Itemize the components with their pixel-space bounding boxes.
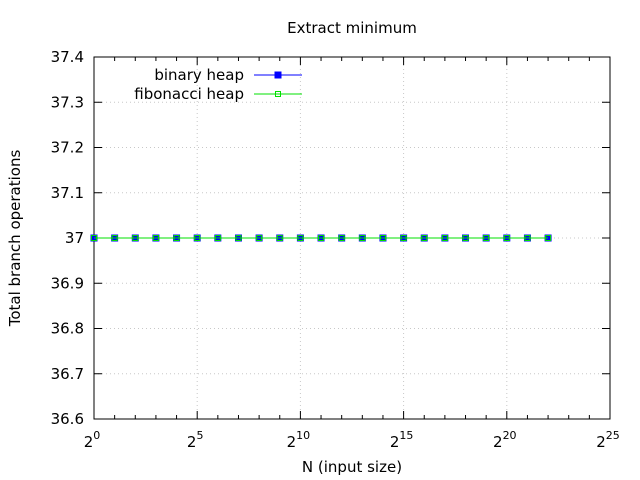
data-point-fibonacci-heap bbox=[545, 235, 552, 241]
x-tick-labels: 20 25 210 215 220 225 bbox=[84, 429, 620, 451]
data-point-fibonacci-heap bbox=[318, 235, 325, 241]
y-tick-label: 36.7 bbox=[51, 365, 84, 383]
data-point-fibonacci-heap bbox=[297, 235, 304, 241]
data-point-fibonacci-heap bbox=[462, 235, 469, 241]
data-point-fibonacci-heap bbox=[483, 235, 490, 241]
x-tick-label: 210 bbox=[287, 429, 311, 451]
data-point-fibonacci-heap bbox=[152, 235, 159, 241]
x-tick-label: 225 bbox=[596, 429, 620, 451]
x-tick-label: 25 bbox=[187, 429, 204, 451]
data-point-fibonacci-heap bbox=[214, 235, 221, 241]
x-tick-label: 20 bbox=[84, 429, 101, 451]
data-point-fibonacci-heap bbox=[173, 235, 180, 241]
data-point-fibonacci-heap bbox=[256, 235, 263, 241]
y-axis-title: Total branch operations bbox=[6, 150, 24, 328]
chart-title: Extract minimum bbox=[287, 19, 417, 37]
y-tick-label: 36.6 bbox=[51, 410, 84, 428]
y-tick-label: 36.8 bbox=[51, 320, 84, 338]
series bbox=[90, 234, 552, 242]
legend-swatch-marker-fibonacci-heap bbox=[275, 91, 281, 97]
data-point-fibonacci-heap bbox=[503, 235, 510, 241]
legend-label-fibonacci-heap: fibonacci heap bbox=[134, 85, 244, 103]
data-point-fibonacci-heap bbox=[132, 235, 139, 241]
data-point-fibonacci-heap bbox=[379, 235, 386, 241]
data-point-fibonacci-heap bbox=[524, 235, 531, 241]
data-point-fibonacci-heap bbox=[276, 235, 283, 241]
y-tick-label: 37 bbox=[65, 229, 84, 247]
data-point-fibonacci-heap bbox=[235, 235, 242, 241]
data-point-fibonacci-heap bbox=[359, 235, 366, 241]
x-axis-title: N (input size) bbox=[302, 458, 402, 476]
y-tick-label: 37.3 bbox=[51, 93, 84, 111]
data-point-fibonacci-heap bbox=[441, 235, 448, 241]
y-tick-label: 37.4 bbox=[51, 48, 84, 66]
y-tick-labels: 36.6 36.7 36.8 36.9 37 37.1 37.2 37.3 37.4 bbox=[51, 48, 84, 428]
data-point-fibonacci-heap bbox=[338, 235, 345, 241]
legend-label-binary-heap: binary heap bbox=[154, 66, 244, 84]
x-tick-label: 220 bbox=[493, 429, 517, 451]
legend-swatch-marker-binary-heap bbox=[274, 71, 282, 79]
y-tick-label: 37.2 bbox=[51, 139, 84, 157]
data-point-fibonacci-heap bbox=[111, 235, 118, 241]
data-point-fibonacci-heap bbox=[91, 235, 97, 241]
data-point-fibonacci-heap bbox=[194, 235, 201, 241]
data-point-fibonacci-heap bbox=[421, 235, 428, 241]
y-tick-label: 37.1 bbox=[51, 184, 84, 202]
y-tick-label: 36.9 bbox=[51, 274, 84, 292]
data-point-fibonacci-heap bbox=[400, 235, 407, 241]
x-tick-label: 215 bbox=[390, 429, 414, 451]
